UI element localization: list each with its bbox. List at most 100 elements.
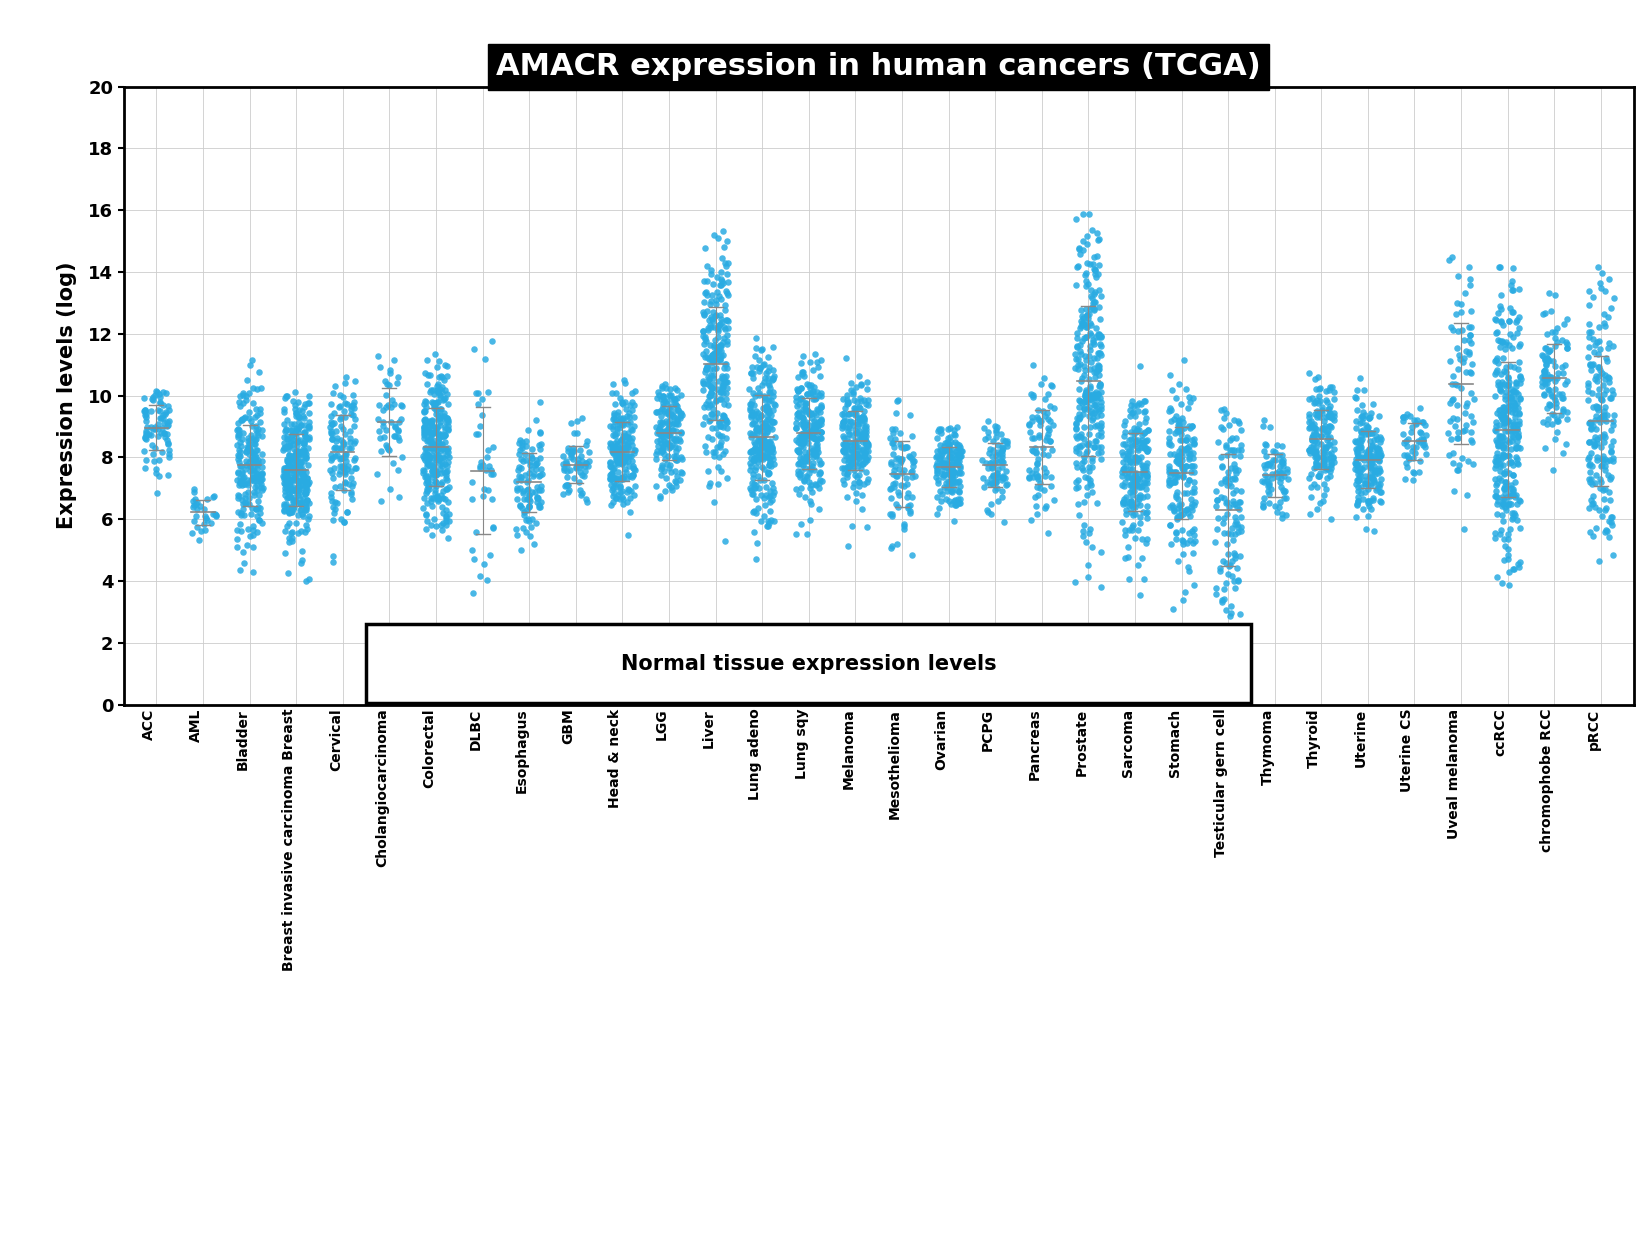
Point [414, 445, 441, 465]
Point [421, 509, 447, 529]
Point [333, 451, 360, 471]
Point [840, 425, 866, 445]
Point [602, 424, 629, 444]
Point [1599, 379, 1625, 399]
Point [429, 382, 455, 402]
Point [1168, 394, 1195, 414]
Point [695, 302, 721, 321]
Point [510, 483, 536, 503]
Point [1534, 341, 1561, 361]
Point [411, 447, 437, 467]
Point [246, 362, 272, 382]
Point [1315, 460, 1341, 480]
Point [1505, 279, 1531, 299]
Point [1304, 441, 1330, 461]
Point [1127, 487, 1153, 507]
Point [832, 435, 858, 455]
Point [1497, 519, 1523, 539]
Point [1175, 503, 1201, 523]
Point [1026, 473, 1053, 493]
Point [228, 387, 254, 407]
Point [1492, 407, 1518, 426]
Point [1163, 420, 1190, 440]
Point [1591, 304, 1617, 324]
Point [749, 435, 776, 455]
Point [140, 387, 167, 407]
Point [1173, 430, 1200, 450]
Point [690, 345, 716, 365]
Point [1165, 551, 1191, 571]
Point [226, 473, 252, 493]
Point [417, 412, 444, 431]
Point [1018, 428, 1044, 447]
Point [1119, 496, 1145, 515]
Point [424, 486, 450, 506]
Point [271, 501, 297, 520]
Point [1223, 619, 1249, 639]
Point [1084, 224, 1110, 243]
Point [234, 473, 261, 493]
Point [797, 421, 823, 441]
Point [1172, 351, 1198, 371]
Point [1084, 246, 1110, 266]
Point [330, 431, 356, 451]
Point [800, 360, 827, 379]
Point [411, 419, 437, 439]
Point [516, 464, 543, 483]
Point [1487, 399, 1513, 419]
Point [1213, 554, 1239, 574]
Point [285, 477, 312, 497]
Point [655, 402, 681, 421]
Point [985, 467, 1011, 487]
Point [1226, 546, 1252, 566]
Point [982, 421, 1008, 441]
Point [243, 451, 269, 471]
Point [932, 457, 959, 477]
Point [691, 362, 718, 382]
Point [1538, 384, 1564, 404]
Point [1393, 454, 1419, 473]
Point [134, 417, 160, 436]
Point [276, 529, 302, 549]
Point [705, 267, 731, 287]
Point [612, 373, 639, 393]
Point [467, 457, 493, 477]
Point [700, 492, 726, 512]
Point [1087, 396, 1114, 415]
Point [1208, 592, 1234, 612]
Point [1211, 508, 1238, 528]
Point [742, 400, 769, 420]
Point [421, 439, 447, 459]
Point [1072, 328, 1099, 347]
Point [1165, 504, 1191, 524]
Point [1577, 413, 1604, 433]
Point [1353, 414, 1379, 434]
Point [426, 408, 452, 428]
Point [837, 431, 863, 451]
Point [1498, 494, 1525, 514]
Point [153, 417, 180, 436]
Point [830, 470, 856, 489]
Point [295, 455, 322, 475]
Point [132, 408, 158, 428]
Point [1300, 459, 1327, 478]
Point [292, 442, 318, 462]
Point [243, 417, 269, 436]
Point [757, 452, 784, 472]
Point [883, 534, 909, 554]
Point [573, 488, 599, 508]
Point [713, 281, 739, 300]
Point [231, 552, 257, 572]
Point [708, 433, 734, 452]
Point [1313, 423, 1340, 442]
Point [1175, 440, 1201, 460]
Point [563, 457, 589, 477]
Point [1063, 276, 1089, 295]
Point [1074, 234, 1101, 253]
Point [879, 423, 906, 442]
Point [668, 405, 695, 425]
Point [328, 449, 355, 468]
Point [1492, 421, 1518, 441]
Point [1589, 389, 1615, 409]
Point [657, 424, 683, 444]
